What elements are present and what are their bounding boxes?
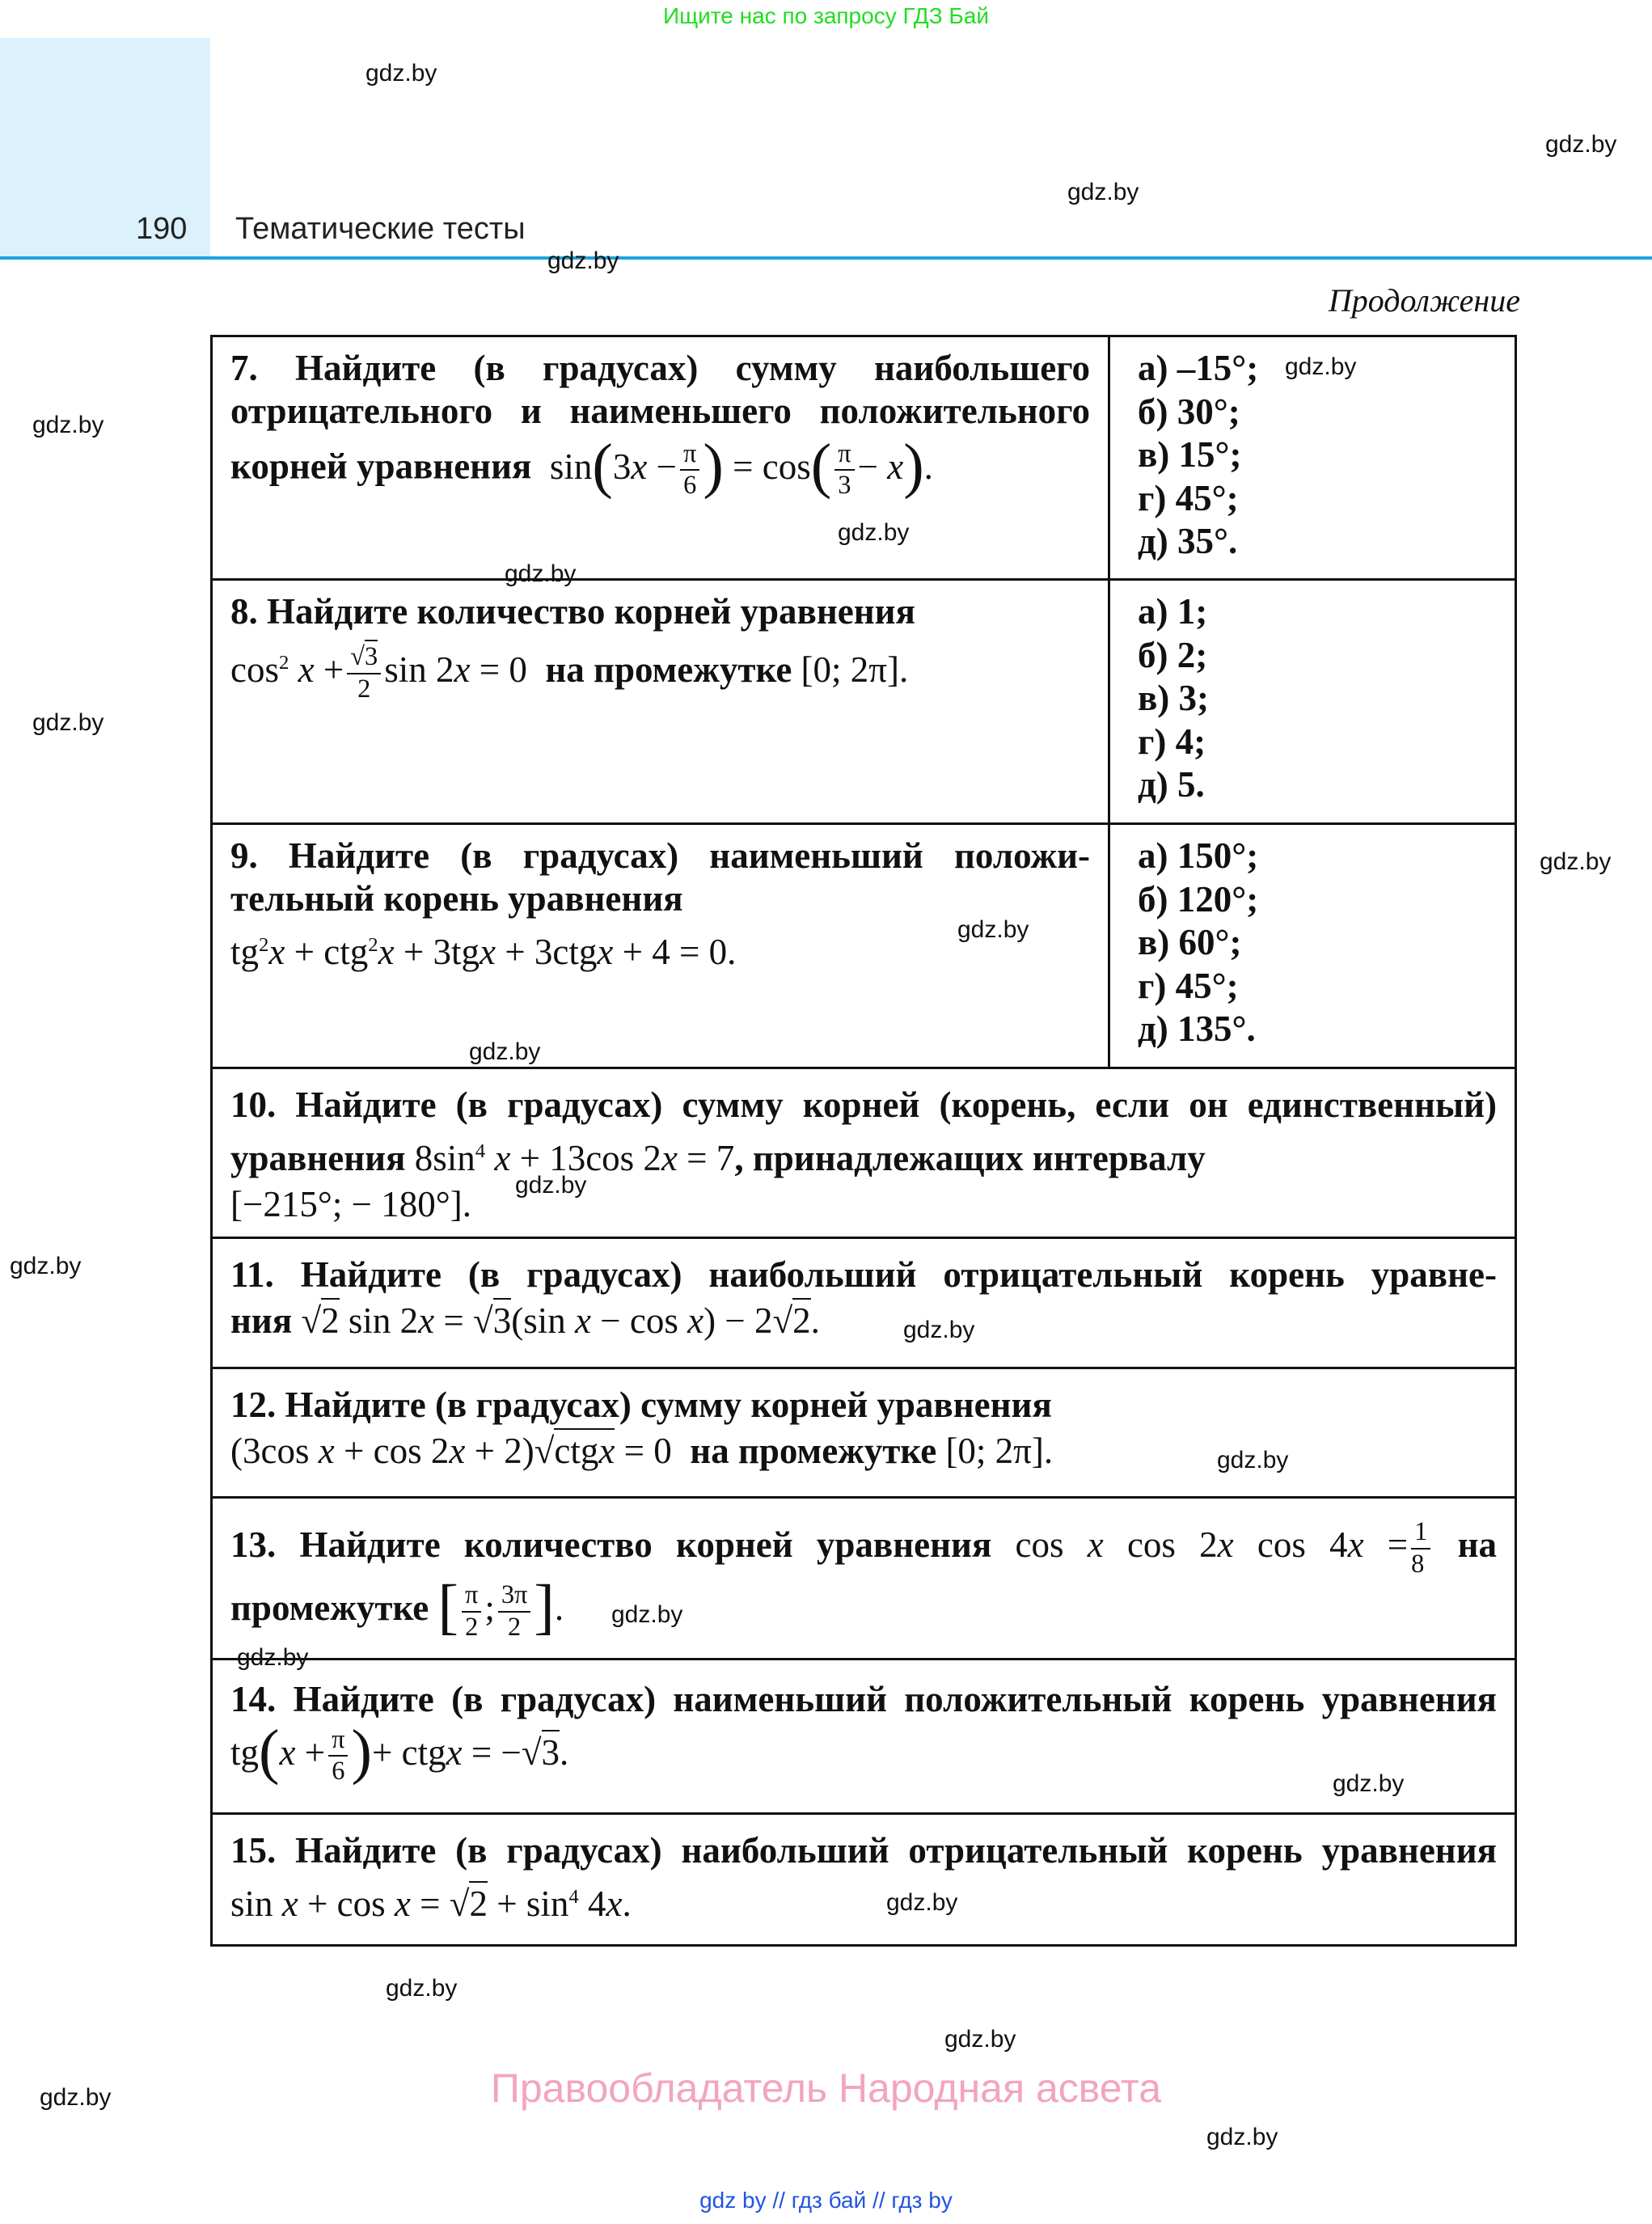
watermark: gdz.by — [365, 60, 437, 87]
answer-options-8: а) 1; б) 2; в) 3; г) 4; д) 5. — [1138, 591, 1210, 805]
problem-row-14: 14. Найдите (в градусах) наименьший поло… — [213, 1660, 1515, 1815]
watermark: gdz.by — [32, 709, 104, 736]
link-gdz-by-2[interactable]: гдз by — [891, 2188, 953, 2213]
bottom-links: gdz by // гдз бай // гдз by — [0, 2188, 1652, 2213]
link-separator: // — [772, 2188, 785, 2213]
watermark: gdz.by — [237, 1644, 309, 1671]
header-divider — [0, 256, 1652, 260]
answer-options-7: а) –15°; б) 30°; в) 15°; г) 45°; д) 35°. — [1138, 348, 1259, 561]
header-color-block — [0, 38, 210, 258]
watermark: gdz.by — [386, 1975, 458, 2002]
problem-15: 15. Найдите (в градусах) наибольший отри… — [230, 1830, 1497, 1924]
watermark: gdz.by — [1333, 1770, 1405, 1797]
test-table: 7. Найдите (в градусах) сумму наибольшег… — [210, 335, 1517, 1947]
watermark: gdz.by — [1067, 179, 1139, 205]
watermark: gdz.by — [903, 1317, 975, 1343]
watermark: gdz.by — [611, 1601, 683, 1628]
problem-row-11: 11. Найдите (в градусах) наибольший отри… — [213, 1239, 1515, 1369]
equation: sin(3x − π 6) = cos(π 3− x). — [549, 430, 933, 501]
watermark: gdz.by — [1540, 848, 1612, 875]
problem-9: 9. Найдите (в градусах) наименьший полож… — [213, 825, 1110, 1067]
watermark: gdz.by — [1206, 2124, 1278, 2150]
answer-options-9: а) 150°; б) 120°; в) 60°; г) 45°; д) 135°. — [1138, 835, 1259, 1049]
search-note: Ищите нас по запросу ГДЗ Бай — [662, 3, 990, 28]
watermark: gdz.by — [40, 2084, 112, 2111]
link-gdz-by[interactable]: gdz by — [699, 2188, 767, 2213]
problem-row-15: 15. Найдите (в градусах) наибольший отри… — [213, 1815, 1515, 1944]
watermark: gdz.by — [1285, 353, 1357, 380]
link-separator: // — [872, 2188, 885, 2213]
watermark: gdz.by — [838, 519, 910, 546]
watermark: gdz.by — [505, 560, 577, 587]
problem-row-7: 7. Найдите (в градусах) сумму наибольшег… — [213, 337, 1515, 581]
watermark: gdz.by — [469, 1038, 541, 1065]
watermark: gdz.by — [1545, 131, 1617, 158]
problem-row-10: 10. Найдите (в градусах) сумму корней (к… — [213, 1069, 1515, 1239]
problem-row-13: 13. Найдите количество корней уравнения … — [213, 1499, 1515, 1660]
problem-13: 13. Найдите количество корней уравнения … — [230, 1517, 1497, 1642]
section-title: Тематические тесты — [235, 212, 526, 246]
watermark: gdz.by — [957, 916, 1029, 943]
watermark: gdz.by — [32, 412, 104, 438]
link-gdz-bai[interactable]: гдз бай — [791, 2188, 867, 2213]
watermark: gdz.by — [547, 247, 619, 274]
watermark: gdz.by — [515, 1172, 587, 1199]
watermark: gdz.by — [10, 1253, 82, 1279]
problem-row-9: 9. Найдите (в градусах) наименьший полож… — [213, 825, 1515, 1069]
page-number: 190 — [136, 212, 188, 246]
watermark: gdz.by — [944, 2026, 1016, 2053]
problem-14: 14. Найдите (в градусах) наименьший поло… — [230, 1679, 1497, 1786]
rights-holder-mark: Правообладатель Народная асвета — [490, 2065, 1162, 2111]
problem-10: 10. Найдите (в градусах) сумму корней (к… — [230, 1085, 1497, 1224]
problem-12: 12. Найдите (в градусах) сумму корней ур… — [230, 1385, 1054, 1471]
problem-row-12: 12. Найдите (в градусах) сумму корней ур… — [213, 1369, 1515, 1499]
problem-row-8: 8. Найдите количество корней уравнения c… — [213, 581, 1515, 825]
problem-7: 7. Найдите (в градусах) сумму наибольшег… — [213, 337, 1110, 578]
watermark: gdz.by — [886, 1889, 958, 1916]
problem-11: 11. Найдите (в градусах) наибольший отри… — [230, 1254, 1497, 1341]
continued-label: Продолжение — [1328, 282, 1520, 319]
watermark: gdz.by — [1217, 1447, 1289, 1474]
problem-8: 8. Найдите количество корней уравнения c… — [213, 581, 1110, 822]
